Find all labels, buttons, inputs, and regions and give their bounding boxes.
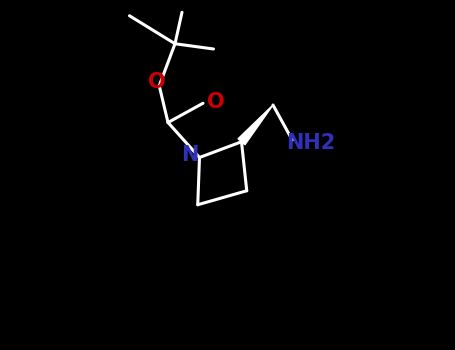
- Polygon shape: [238, 105, 273, 145]
- Text: NH2: NH2: [286, 133, 335, 153]
- Text: O: O: [147, 71, 165, 92]
- Text: N: N: [181, 145, 198, 165]
- Text: O: O: [207, 91, 225, 112]
